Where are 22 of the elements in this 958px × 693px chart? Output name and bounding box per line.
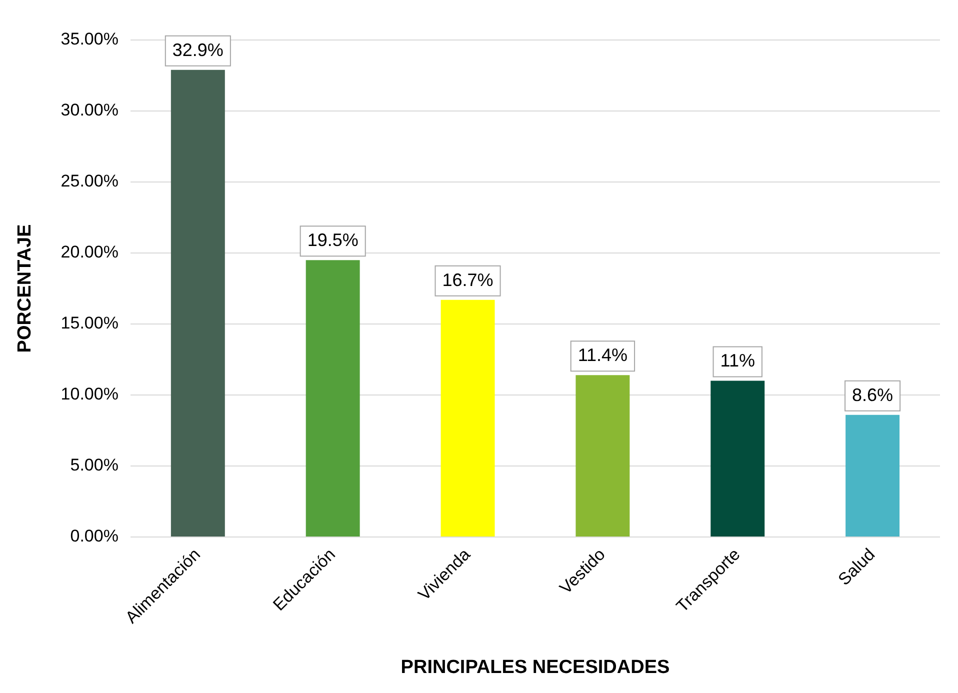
bar bbox=[170, 70, 225, 536]
y-tick-label: 35.00% bbox=[60, 30, 118, 49]
y-axis-title: PORCENTAJE bbox=[14, 224, 36, 353]
bar bbox=[710, 380, 765, 536]
data-label: 11% bbox=[720, 350, 755, 371]
bar bbox=[440, 300, 495, 536]
y-tick-label: 15.00% bbox=[60, 314, 118, 333]
data-label: 32.9% bbox=[172, 40, 224, 60]
y-tick-label: 20.00% bbox=[60, 242, 118, 262]
y-tick-label: 25.00% bbox=[60, 172, 118, 191]
y-tick-label: 5.00% bbox=[70, 456, 118, 475]
y-tick-label: 10.00% bbox=[60, 384, 118, 404]
bar bbox=[576, 375, 630, 536]
y-tick-label: 0.00% bbox=[70, 526, 118, 546]
bar bbox=[846, 414, 900, 536]
data-label: 8.6% bbox=[852, 384, 894, 405]
data-label: 16.7% bbox=[442, 270, 494, 290]
data-label: 19.5% bbox=[307, 230, 358, 250]
bar bbox=[306, 260, 360, 536]
y-tick-label: 30.00% bbox=[60, 100, 118, 120]
x-axis-title: PRINCIPALES NECESIDADES bbox=[400, 656, 670, 678]
data-label: 11.4% bbox=[578, 345, 628, 366]
